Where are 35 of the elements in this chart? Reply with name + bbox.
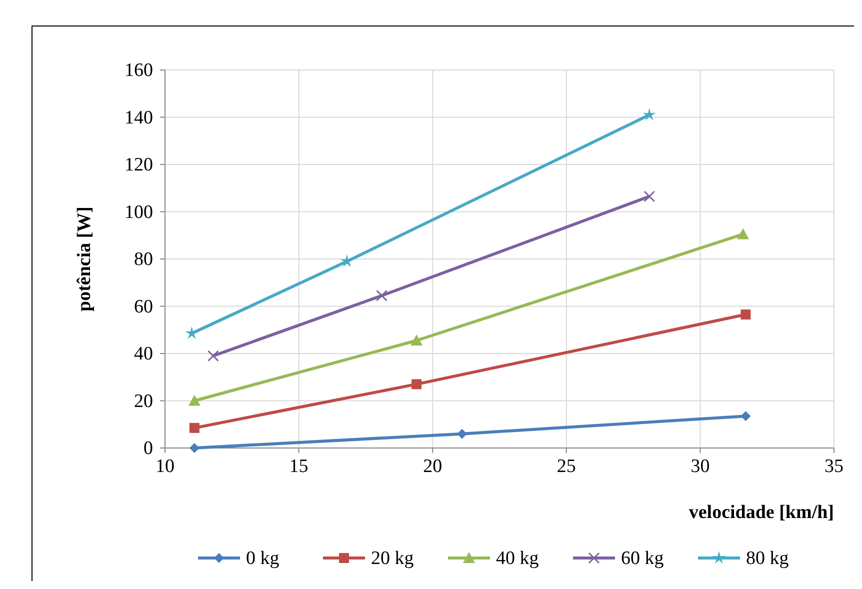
x-tick-label: 30 xyxy=(690,456,710,477)
x-tick-label: 25 xyxy=(556,456,576,477)
y-tick-label: 160 xyxy=(124,60,153,81)
legend-label: 60 kg xyxy=(621,548,664,569)
point xyxy=(188,394,200,406)
legend-label: 0 kg xyxy=(246,548,280,569)
y-axis-title: potência [W] xyxy=(74,206,95,312)
y-tick-label: 20 xyxy=(134,390,153,412)
point xyxy=(457,428,468,439)
x-tick-label: 35 xyxy=(824,456,844,477)
y-tick-label: 100 xyxy=(124,202,153,223)
legend-label: 40 kg xyxy=(496,548,540,569)
point xyxy=(410,334,423,346)
point xyxy=(737,228,750,240)
legend-label: 20 kg xyxy=(371,548,414,569)
point xyxy=(740,411,751,422)
x-tick-label: 10 xyxy=(156,456,174,477)
y-tick-label: 120 xyxy=(124,154,153,176)
point xyxy=(207,350,219,362)
point xyxy=(376,290,388,302)
point xyxy=(189,422,200,433)
y-tick-label: 0 xyxy=(144,438,153,459)
point xyxy=(740,310,751,320)
point xyxy=(642,108,656,121)
x-axis-title: velocidade [km/h] xyxy=(688,502,834,523)
point xyxy=(644,190,656,202)
x-tick-label: 20 xyxy=(423,456,442,477)
y-tick-label: 80 xyxy=(134,249,153,270)
x-tick-label: 15 xyxy=(289,456,308,477)
legend-label: 80 kg xyxy=(746,548,790,569)
y-tick-label: 140 xyxy=(124,107,153,128)
y-tick-label: 40 xyxy=(134,344,153,364)
y-tick-label: 60 xyxy=(134,296,153,318)
point xyxy=(189,443,200,453)
point xyxy=(412,379,422,390)
